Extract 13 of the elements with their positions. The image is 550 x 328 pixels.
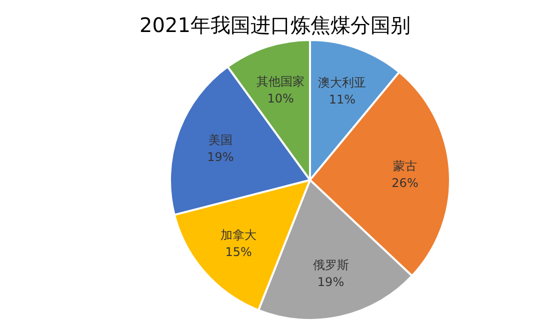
data-label: 19%: [207, 150, 234, 164]
slice-label: 美国: [208, 132, 232, 147]
slice-label: 俄罗斯: [312, 258, 349, 272]
slice-label: 澳大利亚: [318, 75, 366, 90]
data-label: 19%: [317, 274, 344, 289]
data-label: 15%: [225, 244, 252, 259]
data-label: 11%: [328, 92, 356, 106]
slice-label: 其他国家: [256, 74, 305, 88]
data-label: 26%: [392, 176, 418, 190]
slice-label: 加拿大: [220, 228, 257, 242]
slice-label: 蒙古: [393, 159, 418, 174]
data-label: 10%: [267, 91, 294, 106]
chart-title: 2021年我国进口炼焦煤分国别: [140, 13, 410, 37]
